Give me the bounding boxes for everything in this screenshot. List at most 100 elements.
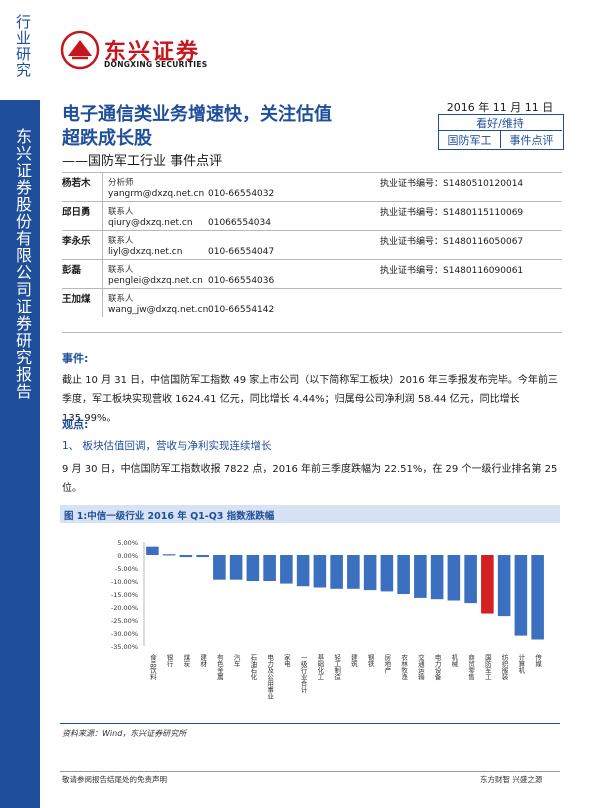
- footer-disclaimer: 敬请参阅报告结尾处的免责声明: [62, 775, 167, 784]
- bar: [514, 555, 528, 636]
- bar: [280, 555, 293, 584]
- analyst-row: 杨若木 分析师 执业证书编号：S1480510120014 yangrm@dxz…: [62, 172, 562, 201]
- y-tick-label: -30.00%: [111, 630, 138, 638]
- bar: [313, 555, 327, 588]
- y-tick-label: -10.00%: [111, 578, 138, 586]
- logo-cn-text: 东兴证券: [104, 40, 201, 65]
- x-tick-label: 银行: [165, 653, 173, 669]
- x-tick-label: 电力设备: [433, 653, 441, 682]
- rating-box: [438, 114, 564, 150]
- x-tick-label: 基础化工: [316, 653, 324, 681]
- rail-company-label: 东兴证券股份有限公司证券研究报告: [13, 128, 32, 400]
- rail-top: [0, 0, 40, 100]
- analyst-name: 彭磊: [62, 265, 82, 276]
- analyst-email[interactable]: liyl@dxzq.net.cn: [108, 247, 183, 257]
- x-tick-label: 汽车: [232, 653, 240, 669]
- bar: [263, 555, 276, 581]
- x-tick-label: 石油石化: [249, 654, 257, 682]
- bar: [229, 555, 243, 580]
- x-tick-label: 建筑: [349, 653, 357, 669]
- analyst-email[interactable]: yangrm@dxzq.net.cn: [108, 189, 205, 199]
- analyst-email[interactable]: qiury@dxzq.net.cn: [108, 218, 193, 228]
- analyst-tel: 010-66554142: [208, 305, 275, 315]
- x-tick-label: 交通运输: [416, 653, 424, 682]
- x-tick-label: 国防军工: [483, 654, 491, 681]
- bar: [430, 555, 444, 600]
- bar: [246, 555, 260, 581]
- view-subheading: 1、 板块估值回调，营收与净利实现连续增长: [62, 440, 272, 452]
- analyst-name: 邱日勇: [62, 207, 91, 218]
- bar: [447, 555, 461, 601]
- bar: [531, 555, 544, 640]
- bar: [146, 546, 159, 555]
- bar: [363, 555, 377, 591]
- bar: [330, 555, 343, 589]
- report-date: 2016 年 11 月 11 日: [446, 101, 554, 114]
- bar: [196, 555, 209, 558]
- bar: [414, 555, 427, 598]
- analyst-cert: 执业证书编号：S1480510120014: [380, 179, 524, 189]
- view-heading: 观点:: [62, 418, 89, 431]
- rating-label: 看好/维持: [476, 117, 524, 130]
- bar: [162, 554, 176, 556]
- view-paragraph: 9 月 30 日，中信国防军工指数收报 7822 点，2016 年前三季度跌幅为…: [62, 464, 558, 494]
- x-tick-label: 有色金属: [215, 653, 223, 682]
- y-tick-label: -35.00%: [111, 643, 138, 651]
- x-tick-label: 纺织服装: [500, 653, 508, 682]
- industry-bar-chart: 5.00% 0.00% -5.00% -10.00% -15.00% -20.00% -25…: [111, 539, 544, 700]
- y-tick-label: 0.00%: [117, 552, 138, 560]
- analyst-tel: 010-66554047: [208, 247, 275, 257]
- analyst-cert: 执业证书编号：S1480115110069: [380, 208, 524, 218]
- analyst-divider: [102, 260, 103, 288]
- rail-category-label: 行业研究: [14, 14, 32, 78]
- bar: [481, 555, 494, 614]
- x-tick-label: 传媒: [534, 653, 542, 669]
- footer-divider: [60, 771, 560, 772]
- y-tick-label: -15.00%: [111, 591, 138, 599]
- x-tick-label: 建材: [199, 653, 207, 668]
- bar: [464, 555, 477, 604]
- x-tick-label: 计算机: [517, 653, 525, 675]
- rating-divider: [439, 130, 562, 131]
- analyst-role: 分析师: [108, 178, 134, 188]
- analyst-tel: 01066554034: [208, 218, 271, 228]
- analyst-role: 联系人: [108, 265, 134, 275]
- figure-source: 资料来源：Wind，东兴证券研究所: [62, 729, 187, 738]
- figure-title-bar: [60, 505, 560, 523]
- analyst-name: 李永乐: [62, 236, 91, 247]
- x-tick-label: 钢铁: [366, 654, 374, 669]
- x-tick-label: 商贸零售: [467, 653, 475, 682]
- rail-bottom: [0, 100, 40, 808]
- x-tick-label: 房地产: [383, 653, 391, 675]
- report-type-label: 事件点评: [509, 134, 554, 147]
- report-title-line2: 超跌成长股: [62, 128, 152, 149]
- analyst-row: 李永乐 联系人 执业证书编号：S1480116050067 liyl@dxzq.…: [62, 230, 562, 259]
- bar: [213, 555, 226, 580]
- analyst-name: 杨若木: [62, 178, 91, 189]
- report-subtitle: ——国防军工行业 事件点评: [62, 154, 223, 169]
- bar: [497, 555, 511, 617]
- x-tick-label: 电力及公用事业: [266, 653, 274, 700]
- footer-slogan: 东方财智 兴盛之源: [480, 775, 543, 784]
- x-tick-label: 机械: [450, 653, 458, 669]
- y-tick-label: 5.00%: [117, 539, 138, 547]
- logo-en-text: DONGXING SECURITIES: [104, 60, 208, 69]
- bar: [380, 555, 394, 592]
- analyst-divider: [102, 173, 103, 201]
- analyst-tel: 010-66554036: [208, 276, 275, 286]
- y-tick-label: -25.00%: [111, 617, 138, 625]
- analyst-cert: 执业证书编号：S1480116090061: [380, 266, 524, 276]
- analyst-email[interactable]: penglei@dxzq.net.cn: [108, 276, 203, 286]
- bar: [179, 555, 193, 558]
- bar: [397, 555, 410, 594]
- analyst-role: 联系人: [108, 236, 134, 246]
- analyst-row: 彭磊 联系人 执业证书编号：S1480116090061 penglei@dxz…: [62, 259, 562, 288]
- source-divider: [60, 723, 560, 724]
- bar: [347, 555, 360, 589]
- event-heading: 事件:: [62, 352, 89, 365]
- event-paragraph: 截止 10 月 31 日，中信国防军工指数 49 家上市公司（以下简称军工板块）…: [62, 375, 558, 424]
- x-tick-label: 轻工制造: [333, 653, 341, 682]
- industry-label: 国防军工: [447, 134, 492, 147]
- analyst-tel: 010-66554032: [208, 189, 275, 199]
- analyst-email[interactable]: wang_jw@dxzq.net.cn: [108, 305, 209, 315]
